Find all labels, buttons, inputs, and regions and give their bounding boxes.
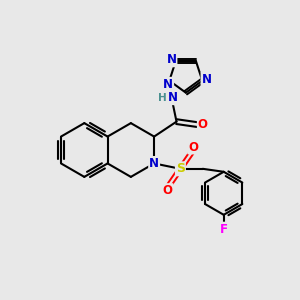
Text: N: N	[163, 78, 173, 91]
Text: N: N	[149, 157, 159, 170]
Text: F: F	[220, 223, 228, 236]
Text: N: N	[168, 91, 178, 104]
Text: O: O	[198, 118, 208, 131]
Text: N: N	[167, 53, 176, 66]
Text: N: N	[202, 73, 212, 86]
Text: O: O	[163, 184, 172, 197]
Text: S: S	[176, 162, 185, 175]
Text: O: O	[188, 140, 198, 154]
Text: H: H	[158, 93, 167, 103]
